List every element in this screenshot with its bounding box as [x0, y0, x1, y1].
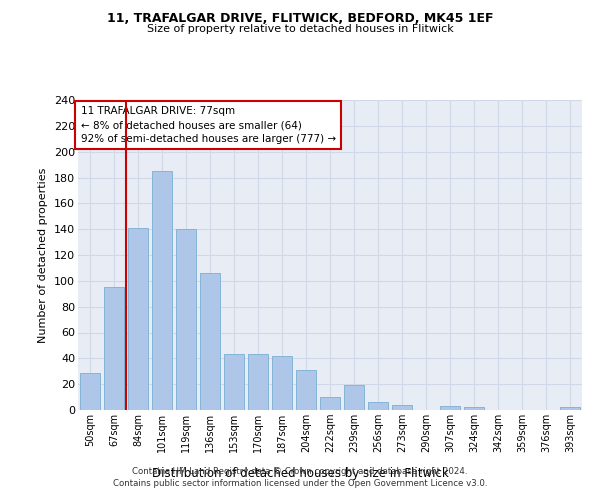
Bar [296, 370, 316, 410]
Bar [248, 354, 268, 410]
Bar [80, 372, 100, 410]
Bar [320, 397, 340, 410]
Bar [440, 406, 460, 410]
Bar [176, 229, 196, 410]
Text: 11 TRAFALGAR DRIVE: 77sqm
← 8% of detached houses are smaller (64)
92% of semi-d: 11 TRAFALGAR DRIVE: 77sqm ← 8% of detach… [80, 106, 335, 144]
Bar [272, 356, 292, 410]
Bar [200, 273, 220, 410]
Text: Size of property relative to detached houses in Flitwick: Size of property relative to detached ho… [146, 24, 454, 34]
Bar [128, 228, 148, 410]
Text: Distribution of detached houses by size in Flitwick: Distribution of detached houses by size … [152, 468, 448, 480]
Bar [344, 386, 364, 410]
Bar [392, 405, 412, 410]
Bar [224, 354, 244, 410]
Bar [368, 402, 388, 410]
Bar [104, 288, 124, 410]
Text: Contains HM Land Registry data © Crown copyright and database right 2024.
Contai: Contains HM Land Registry data © Crown c… [113, 466, 487, 487]
Bar [560, 408, 580, 410]
Bar [152, 171, 172, 410]
Bar [464, 408, 484, 410]
Y-axis label: Number of detached properties: Number of detached properties [38, 168, 49, 342]
Text: 11, TRAFALGAR DRIVE, FLITWICK, BEDFORD, MK45 1EF: 11, TRAFALGAR DRIVE, FLITWICK, BEDFORD, … [107, 12, 493, 26]
